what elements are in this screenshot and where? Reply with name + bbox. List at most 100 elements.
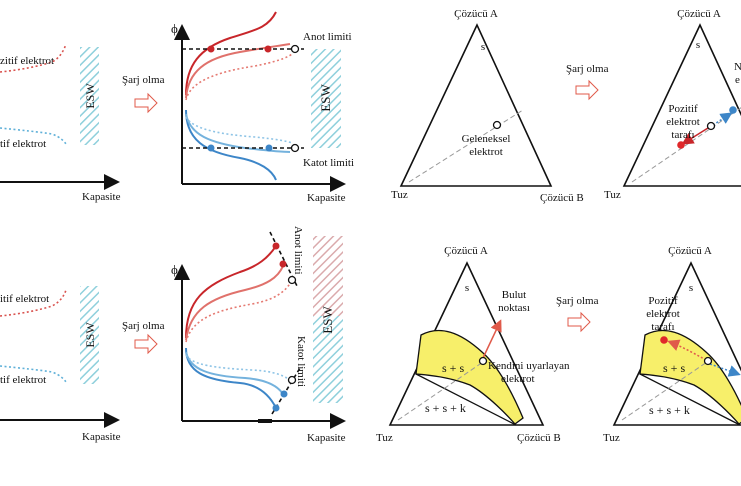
positive-side-label-2: elektrot — [666, 116, 700, 128]
esw-band-upper — [313, 236, 343, 316]
two-phase-label: s + s — [663, 361, 685, 375]
negative-curve-2 — [185, 351, 285, 397]
apex-label: Çözücü A — [454, 8, 498, 20]
apex-label: Çözücü A — [677, 8, 721, 20]
negative-side-point — [729, 106, 737, 114]
negative-curve-2 — [185, 113, 291, 153]
salt-label: Tuz — [604, 189, 621, 201]
two-phase-region — [639, 329, 741, 425]
salt-label: Tuz — [391, 189, 408, 201]
positive-side-label-1: Pozitif — [648, 295, 678, 307]
dilution-line — [408, 109, 524, 183]
esw-label: ESW — [320, 306, 335, 334]
apex-label: Çözücü A — [444, 245, 488, 257]
esw-band — [311, 49, 341, 148]
esw-band — [80, 47, 99, 145]
cathode-point-1 — [207, 144, 215, 152]
anode-limit-label: Anot limiti — [303, 31, 352, 43]
positive-side-label-2: elektrot — [646, 308, 680, 320]
charge-label: Şarj olma — [556, 295, 599, 307]
cathode-point-2 — [280, 390, 288, 398]
cathode-point-1 — [272, 404, 280, 412]
solvent-s-label: s — [689, 282, 693, 294]
negative-dotted-curve — [185, 116, 293, 144]
x-axis-label: Kapasite — [307, 432, 346, 444]
panel-top-middle: ϕ Anot limiti Katot limiti ESW Kapasite — [171, 11, 354, 204]
triangle-outline — [622, 23, 741, 187]
negative-curve-1 — [185, 347, 277, 409]
charge-label: Şarj olma — [122, 320, 165, 332]
three-phase-label: s + s + k — [649, 403, 690, 417]
triangle-outline — [399, 23, 553, 187]
x-axis-label: Kapasite — [82, 191, 121, 203]
anode-limit-label: Anot limiti — [292, 226, 304, 275]
negative-side-label-partial-2: e — [735, 74, 740, 86]
positive-curve-2 — [185, 265, 284, 341]
triangle-top-left: Çözücü A s Geleneksel elektrot Tuz Çözüc… — [391, 8, 584, 204]
cloud-point-label-1: Bulut — [502, 289, 526, 301]
two-phase-region — [415, 329, 524, 425]
positive-side-point — [677, 141, 685, 149]
anode-point-2 — [279, 260, 287, 268]
anode-point-2 — [264, 45, 272, 53]
x-axis-label: Kapasite — [82, 431, 121, 443]
panel-top-left: ESW zitif elektrot tif elektrot Kapasite — [0, 43, 121, 203]
positive-dotted-curve — [185, 53, 293, 101]
cathode-point-2 — [265, 144, 273, 152]
cloud-point-arrow — [482, 319, 502, 359]
positive-electrode-label: zitif elektrot — [0, 55, 54, 67]
hollow-arrow-icon — [134, 92, 158, 114]
tie-line — [415, 373, 517, 426]
triangle-bottom-right: Çözücü A s Pozitif elektrot tarafı s + s… — [603, 245, 741, 444]
negative-side-label-partial-1: N — [734, 61, 741, 73]
dilution-line — [397, 361, 484, 421]
anode-open-point — [290, 44, 300, 54]
hollow-arrow-icon — [134, 333, 158, 355]
triangle-top-right: Çözücü A s Pozitif elektrot tarafı N e T… — [604, 8, 741, 201]
two-phase-label: s + s — [442, 361, 464, 375]
anode-point-1 — [207, 45, 215, 53]
solvent-s-label: s — [481, 41, 485, 53]
positive-side-label-1: Pozitif — [668, 103, 698, 115]
positive-dotted-curve — [185, 279, 293, 343]
solvent-b-label: Çözücü B — [540, 192, 584, 204]
apex-label: Çözücü A — [668, 245, 712, 257]
negative-shift-arrow — [712, 112, 733, 126]
dilution-line — [621, 361, 708, 421]
cloud-point-label-2: noktası — [498, 302, 530, 314]
anode-point-1 — [272, 242, 280, 250]
conventional-point — [492, 120, 502, 130]
positive-electrode-label: itif elektrot — [0, 293, 49, 305]
positive-shift-arrow — [667, 339, 707, 361]
panel-bottom-left: ESW itif elektrot tif elektrot Kapasite — [0, 286, 121, 443]
charge-label: Şarj olma — [566, 63, 609, 75]
positive-curve-1 — [185, 11, 277, 96]
self-adapting-label-1: Kendini uyarlayan — [488, 360, 570, 372]
negative-curve-1 — [185, 109, 277, 181]
conventional-label-1: Geleneksel — [462, 133, 511, 145]
negative-electrode-label: tif elektrot — [0, 374, 46, 386]
x-axis-label: Kapasite — [307, 192, 346, 204]
charge-arrow-tri-bottom: Şarj olma — [556, 295, 599, 333]
positive-shift-arrow — [681, 127, 709, 145]
triangle-bottom-left: Çözücü A s s + s s + s + k Bulut noktası… — [376, 245, 570, 444]
hollow-arrow-icon — [575, 79, 599, 101]
cathode-limit-label: Katot limiti — [295, 336, 307, 387]
initial-point — [706, 121, 716, 131]
esw-label: ESW — [83, 322, 97, 348]
phi-label: ϕ — [171, 21, 178, 36]
hollow-arrow-icon — [567, 311, 591, 333]
cathode-open-point — [290, 143, 300, 153]
esw-label: ESW — [318, 84, 333, 112]
charge-arrow-bottom: Şarj olma — [122, 320, 165, 355]
conventional-label-2: elektrot — [469, 146, 503, 158]
initial-point — [703, 356, 713, 366]
anode-open-point — [287, 275, 297, 285]
solvent-s-label: s — [696, 39, 700, 51]
positive-side-label-3: tarafı — [651, 321, 674, 333]
charge-arrow-tri-top: Şarj olma — [566, 63, 609, 101]
positive-side-label-3: tarafı — [671, 129, 694, 141]
solvent-b-label: Çözücü B — [517, 432, 561, 444]
